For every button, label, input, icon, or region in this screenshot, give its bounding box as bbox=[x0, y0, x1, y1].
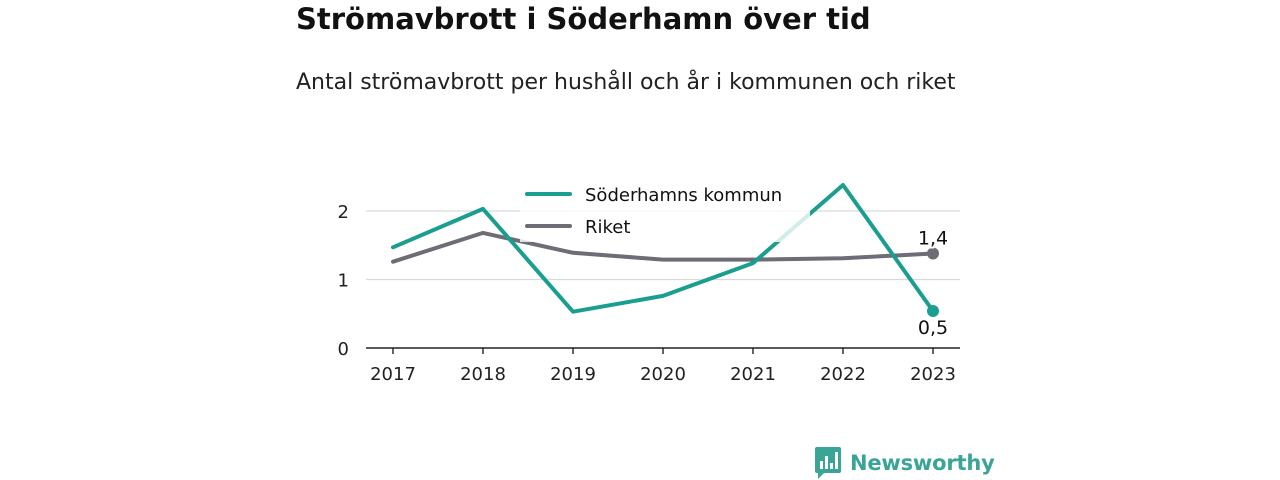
end-data-label: 0,5 bbox=[918, 317, 948, 339]
legend-label: Söderhamns kommun bbox=[585, 185, 782, 206]
end-data-label: 1,4 bbox=[918, 227, 948, 249]
y-tick-label: 1 bbox=[338, 271, 349, 292]
newsworthy-logo-text: Newsworthy bbox=[850, 451, 995, 475]
chart-title: Strömavbrott i Söderhamn över tid bbox=[296, 2, 871, 36]
x-tick-label: 2019 bbox=[550, 364, 596, 385]
x-tick-label: 2022 bbox=[820, 364, 866, 385]
end-point-marker bbox=[927, 247, 939, 260]
x-tick-label: 2018 bbox=[460, 364, 506, 385]
end-point-marker bbox=[927, 305, 939, 318]
chart-subtitle: Antal strömavbrott per hushåll och år i … bbox=[296, 70, 956, 95]
y-tick-label: 0 bbox=[338, 339, 349, 360]
series-line-riket bbox=[391, 230, 935, 264]
y-tick-label: 2 bbox=[338, 202, 349, 223]
x-tick-label: 2023 bbox=[910, 364, 956, 385]
series-line-soderhamn bbox=[391, 183, 935, 314]
legend-background bbox=[520, 180, 810, 242]
x-tick-label: 2017 bbox=[370, 364, 416, 385]
legend-label: Riket bbox=[585, 217, 630, 238]
x-tick-label: 2020 bbox=[640, 364, 686, 385]
newsworthy-logo-icon bbox=[815, 447, 841, 479]
newsworthy-logo: Newsworthy bbox=[814, 446, 995, 480]
x-tick-label: 2021 bbox=[730, 364, 776, 385]
